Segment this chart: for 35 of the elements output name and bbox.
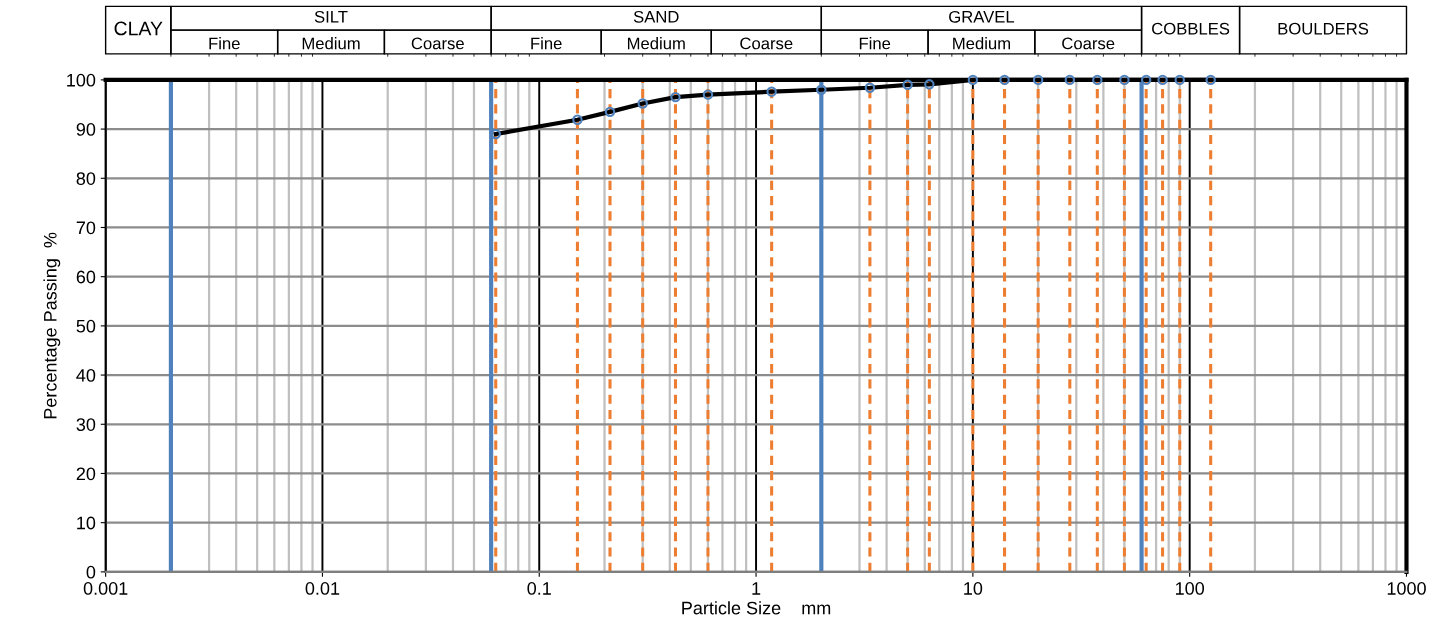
text: Fine — [531, 37, 562, 50]
text: Coarse — [411, 37, 464, 50]
y-tick-label: 20 — [76, 467, 96, 481]
text: Coarse — [740, 37, 793, 50]
x-tick-label: 0.1 — [527, 582, 551, 595]
y-tick-label: 10 — [77, 516, 96, 530]
y-axis-title: Percentage Passing % — [43, 232, 61, 419]
text: Medium — [627, 37, 685, 50]
x-tick-label: 0.01 — [305, 582, 340, 595]
text: Medium — [302, 37, 360, 50]
text: COBBLES — [1152, 22, 1230, 35]
x-tick-label: 10 — [964, 582, 983, 595]
text: SILT — [314, 10, 348, 23]
text: Coarse — [1062, 37, 1115, 50]
text: Medium — [953, 37, 1010, 50]
y-tick-label: 60 — [76, 270, 96, 284]
x-tick-label: 100 — [1175, 582, 1205, 595]
text: CLAY — [114, 21, 163, 36]
y-tick-label: 90 — [76, 123, 96, 136]
text: GRAVEL — [949, 10, 1015, 23]
y-tick-label: 70 — [76, 221, 96, 235]
x-tick-label: 0.001 — [83, 582, 128, 595]
text: BOULDERS — [1278, 22, 1369, 35]
y-tick-label: 30 — [76, 418, 96, 431]
x-tick-label: 1000 — [1387, 582, 1426, 595]
x-axis-title: Particle Size mm — [682, 601, 831, 615]
x-tick-label: 1 — [752, 582, 761, 595]
text: SAND — [633, 10, 679, 23]
y-tick-label: 40 — [76, 369, 96, 382]
y-tick-label: 100 — [67, 73, 96, 87]
text: Fine — [209, 37, 240, 50]
y-tick-label: 0 — [86, 565, 96, 579]
y-tick-label: 80 — [76, 172, 96, 185]
y-tick-label: 50 — [76, 319, 96, 333]
text: Fine — [859, 37, 891, 50]
